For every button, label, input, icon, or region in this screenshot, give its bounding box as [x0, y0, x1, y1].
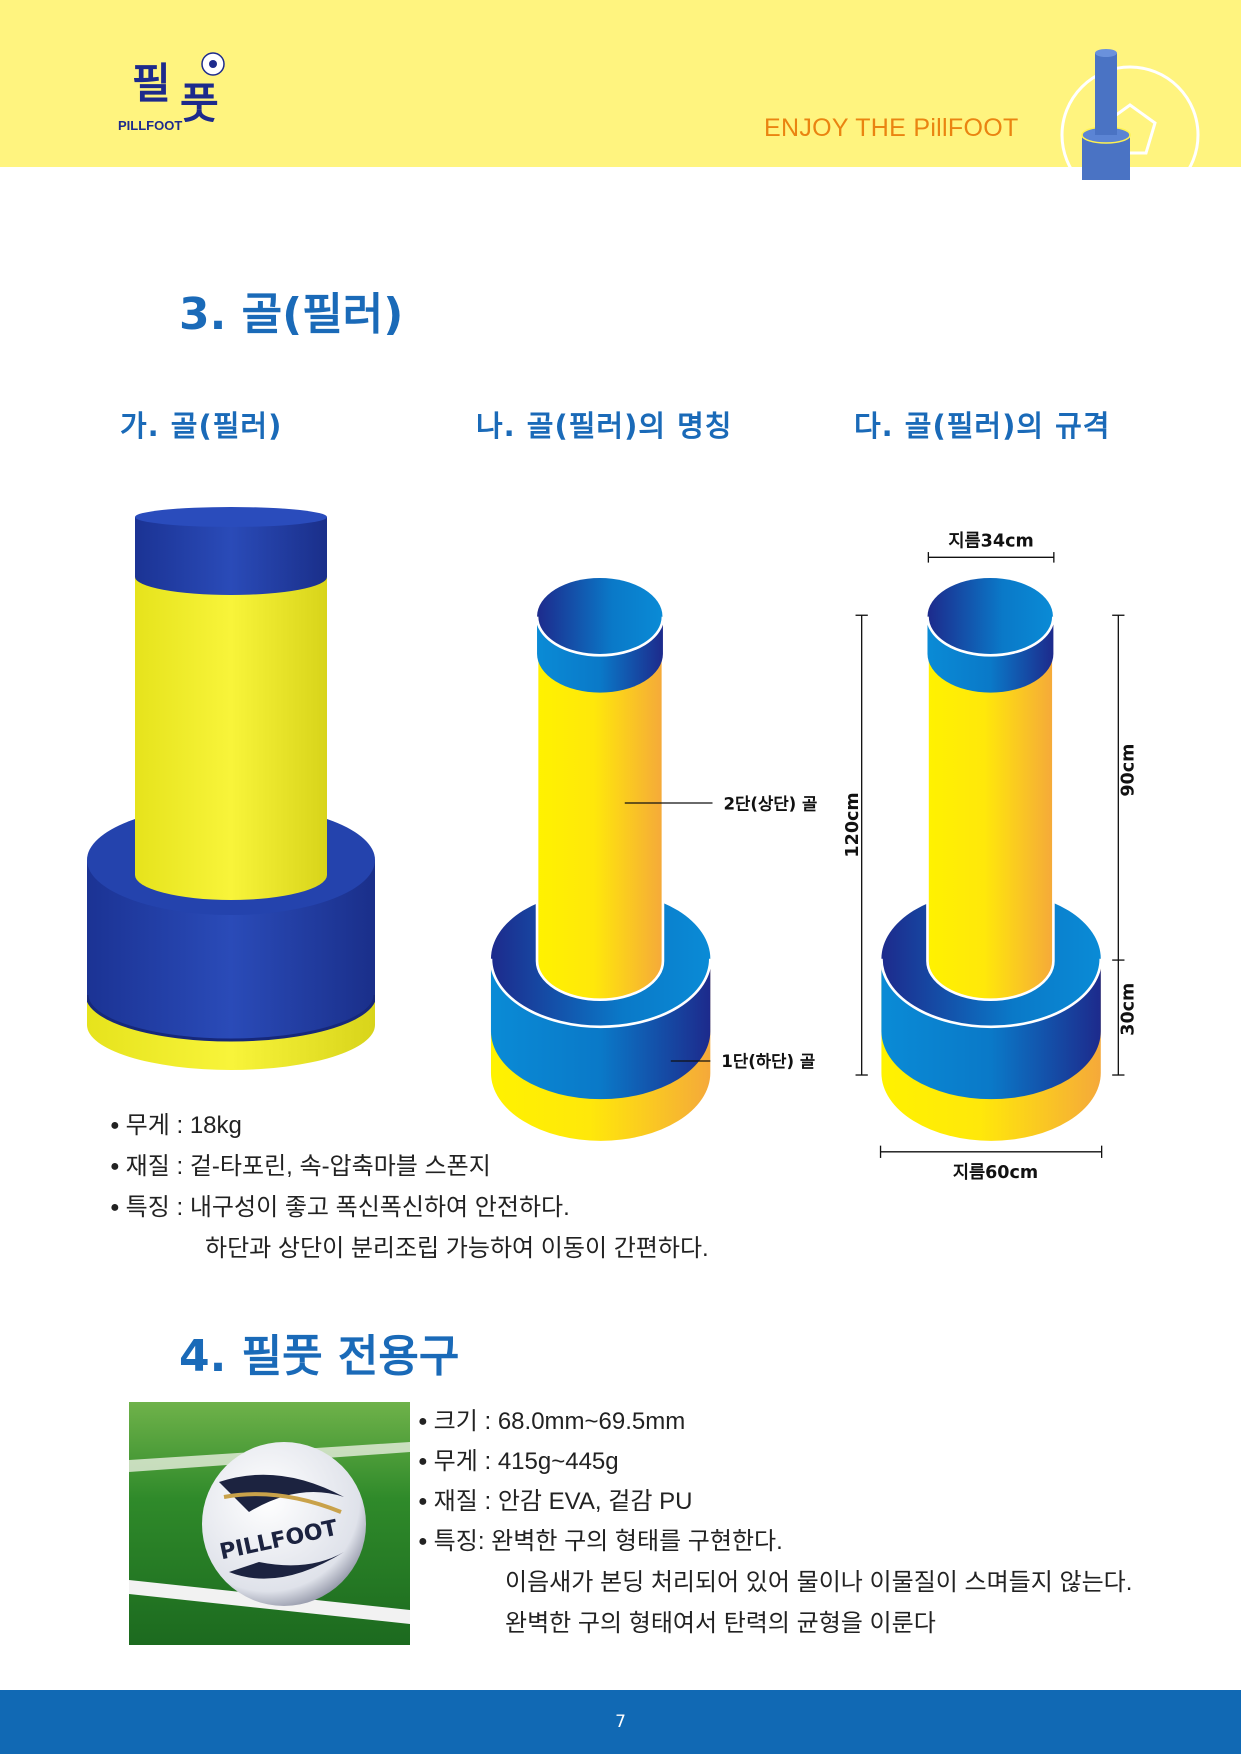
pillar-photo	[87, 507, 375, 1070]
header-band	[0, 0, 1241, 167]
tagline: ENJOY THE PillFOOT	[764, 114, 1019, 142]
subheading-b: 나. 골(필러)의 명칭	[476, 409, 733, 443]
ball-photo: PILLFOOT	[129, 1402, 410, 1645]
ball-bullet-weight: ● 무게 : 415g~445g	[418, 1448, 619, 1475]
header-pillar-ball-art	[1060, 49, 1200, 180]
total-height-label: 120cm	[843, 792, 863, 857]
pillar-bullet-weight: ● 무게 : 18kg	[110, 1112, 242, 1139]
soccer-ball	[202, 1442, 366, 1606]
dimension-lines	[855, 552, 1125, 1158]
lower-goal-label: 1단(하단) 골	[721, 1052, 815, 1071]
svg-text:PILLFOOT: PILLFOOT	[118, 118, 182, 133]
svg-text:풋: 풋	[180, 79, 219, 128]
subheading-c: 다. 골(필러)의 규격	[854, 409, 1111, 443]
pillar-bullet-feature: ● 특징 : 내구성이 좋고 폭신폭신하여 안전하다.	[110, 1194, 570, 1221]
lower-height-label: 30cm	[1119, 983, 1139, 1036]
upper-height-label: 90cm	[1119, 744, 1139, 797]
pillar-diagram-names	[489, 576, 712, 1143]
ball-feature-cont-1: 이음새가 본딩 처리되어 있어 물이나 이물질이 스며들지 않는다.	[505, 1569, 1133, 1596]
pillar-diagrams: 2단(상단) 골 1단(하단) 골 지름34cm 지름60cm 120cm 90…	[489, 531, 1139, 1183]
pillar-bullet-material: ● 재질 : 겉-타포린, 속-압축마블 스폰지	[110, 1153, 491, 1180]
ball-feature-cont-2: 완벽한 구의 형태여서 탄력의 균형을 이룬다	[505, 1610, 936, 1637]
ball-bullet-material: ● 재질 : 안감 EVA, 겉감 PU	[418, 1488, 693, 1515]
subheading-a: 가. 골(필러)	[120, 409, 283, 443]
top-diameter-label: 지름34cm	[948, 531, 1033, 551]
pillar-bullet-feature-cont: 하단과 상단이 분리조립 가능하여 이동이 간편하다.	[205, 1235, 709, 1262]
section-4-title: 4. 필풋 전용구	[179, 1331, 460, 1382]
upper-goal-label: 2단(상단) 골	[723, 795, 817, 814]
footer-band	[0, 1690, 1241, 1754]
base-diameter-label: 지름60cm	[953, 1163, 1038, 1183]
ball-bullet-size: ● 크기 : 68.0mm~69.5mm	[418, 1408, 686, 1435]
svg-text:필: 필	[132, 59, 171, 108]
page-number: 7	[615, 1712, 626, 1732]
section-3-title: 3. 골(필러)	[179, 289, 404, 340]
ball-bullet-feature: ● 특징: 완벽한 구의 형태를 구현한다.	[418, 1528, 783, 1555]
pillar-diagram-specs	[880, 576, 1103, 1143]
pillfoot-logo: 필 풋 PILLFOOT	[118, 52, 225, 133]
